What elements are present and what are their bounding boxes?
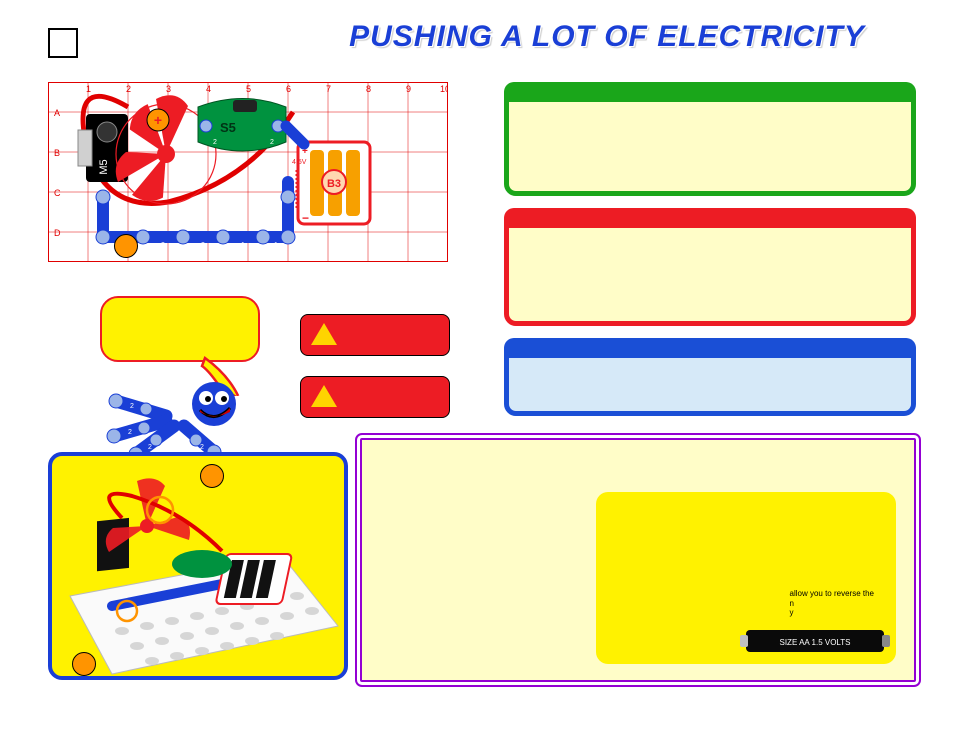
svg-text:2: 2 [126, 84, 131, 94]
svg-text:2: 2 [200, 444, 204, 451]
svg-text:−: − [302, 211, 309, 225]
callout-dot [114, 234, 138, 258]
svg-text:2: 2 [270, 139, 274, 146]
svg-text:2: 2 [148, 444, 152, 451]
svg-text:4.5V: 4.5V [292, 159, 307, 166]
svg-text:1: 1 [236, 393, 243, 407]
svg-text:1: 1 [274, 242, 278, 249]
warning-triangle-icon [311, 385, 337, 407]
photo-illustration [52, 456, 348, 680]
svg-text:7: 7 [326, 84, 331, 94]
info-box-green [504, 82, 916, 196]
svg-text:8: 8 [366, 84, 371, 94]
svg-text:B: B [54, 148, 60, 158]
svg-text:+: + [154, 112, 162, 128]
circuit-svg: 123 456 789 10 ABCD 322 11 [48, 82, 448, 282]
page-title: PUSHING A LOT OF ELECTRICITY [0, 20, 954, 54]
svg-text:2: 2 [128, 429, 132, 436]
battery-label: SIZE AA 1.5 VOLTS [780, 638, 851, 647]
svg-text:9: 9 [406, 84, 411, 94]
description-box: allow you to reverse the n y SIZE AA 1.5… [360, 438, 916, 682]
svg-text:M5: M5 [98, 159, 110, 174]
svg-text:D: D [54, 228, 61, 238]
svg-text:2: 2 [161, 242, 165, 249]
tiny-text-line: n [790, 599, 875, 609]
svg-text:10: 10 [440, 84, 448, 94]
svg-text:2: 2 [201, 242, 205, 249]
svg-text:S5: S5 [220, 120, 236, 135]
svg-text:5: 5 [246, 84, 251, 94]
svg-text:C: C [54, 188, 61, 198]
tiny-text: allow you to reverse the n y [790, 589, 875, 618]
photo-frame [48, 452, 348, 680]
svg-text:A: A [54, 108, 60, 118]
warning-triangle-icon [311, 323, 337, 345]
info-box-red [504, 208, 916, 326]
tiny-text-line: allow you to reverse the [790, 589, 875, 599]
callout-dot [72, 652, 96, 676]
svg-text:B3: B3 [327, 178, 341, 190]
svg-text:3: 3 [166, 84, 171, 94]
caution-box [300, 314, 450, 356]
speech-bubble [100, 296, 260, 362]
snappy-character: 2 2 2 2 1 [96, 376, 266, 456]
circuit-diagram: 123 456 789 10 ABCD 322 11 [48, 82, 448, 282]
svg-text:4: 4 [206, 84, 211, 94]
svg-text:1: 1 [86, 84, 91, 94]
info-box-blue [504, 338, 916, 416]
svg-text:2: 2 [130, 403, 134, 410]
battery-illustration: SIZE AA 1.5 VOLTS [740, 626, 890, 656]
caution-box [300, 376, 450, 418]
svg-text:1: 1 [241, 242, 245, 249]
callout-dot [200, 464, 224, 488]
svg-text:2: 2 [213, 139, 217, 146]
tiny-text-line: y [790, 608, 875, 618]
svg-text:6: 6 [286, 84, 291, 94]
